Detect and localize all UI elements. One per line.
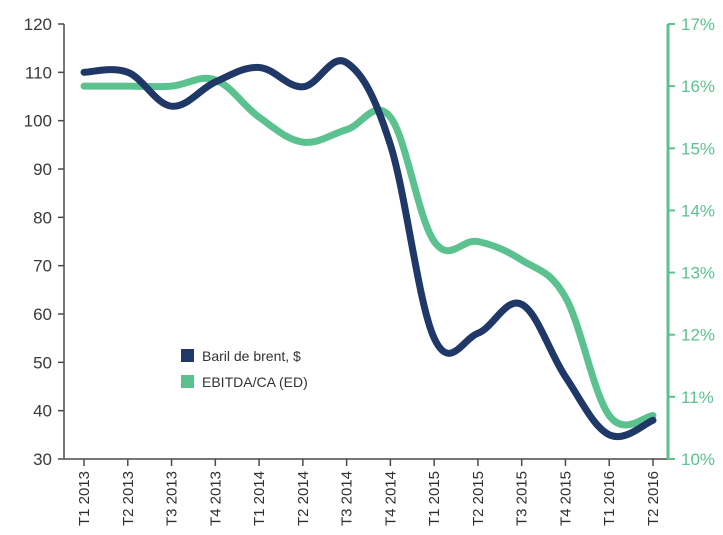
legend-label: Baril de brent, $	[202, 348, 301, 364]
right-tick-label: 16%	[681, 77, 715, 96]
left-tick-label: 30	[33, 450, 52, 469]
x-tick-label: T4 2013	[207, 471, 224, 526]
series-line-ebitda	[80, 74, 657, 429]
x-tick-label: T2 2014	[295, 471, 312, 526]
x-tick-label: T1 2013	[76, 471, 93, 526]
right-tick-label: 10%	[681, 450, 715, 469]
left-tick-label: 120	[24, 15, 52, 34]
right-tick-label: 15%	[681, 139, 715, 158]
x-tick-label: T1 2016	[601, 471, 618, 526]
legend-swatch	[181, 375, 194, 388]
x-tick-label: T2 2015	[470, 471, 487, 526]
x-tick-label: T1 2015	[426, 471, 443, 526]
left-tick-label: 110	[25, 63, 52, 82]
left-tick-label: 80	[33, 208, 52, 227]
left-tick-label: 90	[33, 160, 52, 179]
legend-swatch	[181, 349, 194, 362]
x-tick-label: T4 2014	[382, 471, 399, 526]
right-tick-label: 13%	[681, 264, 715, 283]
x-tick-label: T2 2016	[645, 471, 662, 526]
x-tick-label: T3 2015	[514, 471, 531, 526]
x-tick-label: T3 2013	[164, 471, 181, 526]
legend-label: EBITDA/CA (ED)	[202, 374, 308, 390]
right-tick-label: 11%	[681, 388, 714, 407]
right-tick-label: 14%	[681, 201, 715, 220]
left-tick-label: 70	[33, 257, 52, 276]
left-tick-label: 40	[33, 402, 52, 421]
left-tick-label: 50	[33, 353, 52, 372]
left-tick-label: 60	[33, 305, 52, 324]
x-tick-label: T4 2015	[557, 471, 574, 526]
series-line-brent	[80, 57, 657, 441]
right-tick-label: 12%	[681, 326, 715, 345]
x-tick-label: T3 2014	[339, 471, 356, 526]
right-tick-label: 17%	[681, 15, 715, 34]
x-tick-label: T1 2014	[251, 471, 268, 526]
left-tick-label: 100	[24, 112, 52, 131]
x-tick-label: T2 2013	[120, 471, 137, 526]
